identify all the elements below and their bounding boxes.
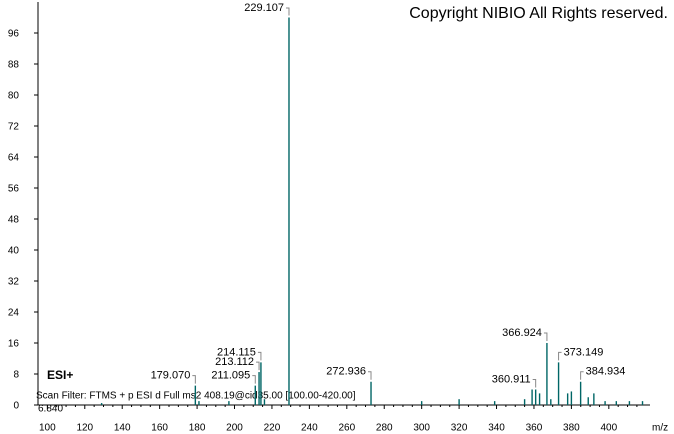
y-tick-label: 96: [8, 29, 20, 40]
y-tick-label: 8: [13, 370, 19, 381]
x-tick-label: 120: [76, 423, 93, 434]
x-tick-label: 140: [114, 423, 131, 434]
x-tick-label: 340: [488, 423, 505, 434]
peak-label: 214.115: [217, 346, 256, 358]
peak-label: 384.934: [586, 366, 626, 378]
peak-label: 272.936: [326, 366, 366, 378]
x-tick-label: 300: [413, 423, 430, 434]
y-tick-label: 24: [8, 308, 20, 319]
y-tick-label: 16: [8, 339, 20, 350]
label-leader: [532, 379, 537, 388]
label-leader: [285, 7, 290, 16]
y-tick-label: 48: [8, 215, 20, 226]
x-tick-label: 260: [338, 423, 355, 434]
x-tick-label: 240: [301, 423, 318, 434]
x-tick-label: 220: [264, 423, 281, 434]
peak-label: 360.911: [492, 373, 531, 385]
y-tick-label: 40: [8, 246, 20, 257]
peak-label: 179.070: [151, 370, 191, 382]
label-leader: [257, 351, 262, 361]
peak-label: 213.112: [215, 356, 254, 368]
x-tick-label: 320: [451, 423, 468, 434]
peak-label: 373.149: [564, 346, 604, 358]
peak-label: 366.924: [502, 327, 542, 339]
y-tick-label: 72: [8, 122, 20, 133]
x-tick-label: 160: [151, 423, 168, 434]
x-tick-label: 100: [39, 423, 56, 434]
x-tick-label: 280: [376, 423, 393, 434]
y-tick-label: 32: [8, 277, 20, 288]
label-leader: [368, 371, 372, 380]
label-leader: [252, 375, 256, 384]
x-tick-label: 180: [189, 423, 206, 434]
x-tick-label: 200: [226, 423, 243, 434]
y-tick-label: 88: [8, 60, 20, 71]
peak-label: 211.095: [211, 370, 250, 382]
x-tick-label: 360: [526, 423, 543, 434]
y-tick-label: 0: [13, 401, 19, 412]
label-leader: [580, 371, 584, 380]
y-tick-label: 64: [8, 153, 20, 164]
x-axis-label: m/z: [652, 423, 668, 434]
x-tick-label: 400: [600, 423, 617, 434]
label-leader: [558, 351, 562, 361]
copyright: Copyright NIBIO All Rights reserved.: [409, 5, 668, 22]
x-tick-label: 380: [563, 423, 580, 434]
y-tick-label: 80: [8, 91, 20, 102]
label-leader: [543, 332, 548, 341]
ion-mode: ESI+: [47, 368, 73, 382]
peak-label: 229.107: [244, 2, 284, 14]
baseline-label: 6.840: [38, 404, 63, 415]
label-leader: [256, 361, 260, 371]
label-leader: [192, 375, 196, 384]
y-tick-label: 56: [8, 184, 20, 195]
